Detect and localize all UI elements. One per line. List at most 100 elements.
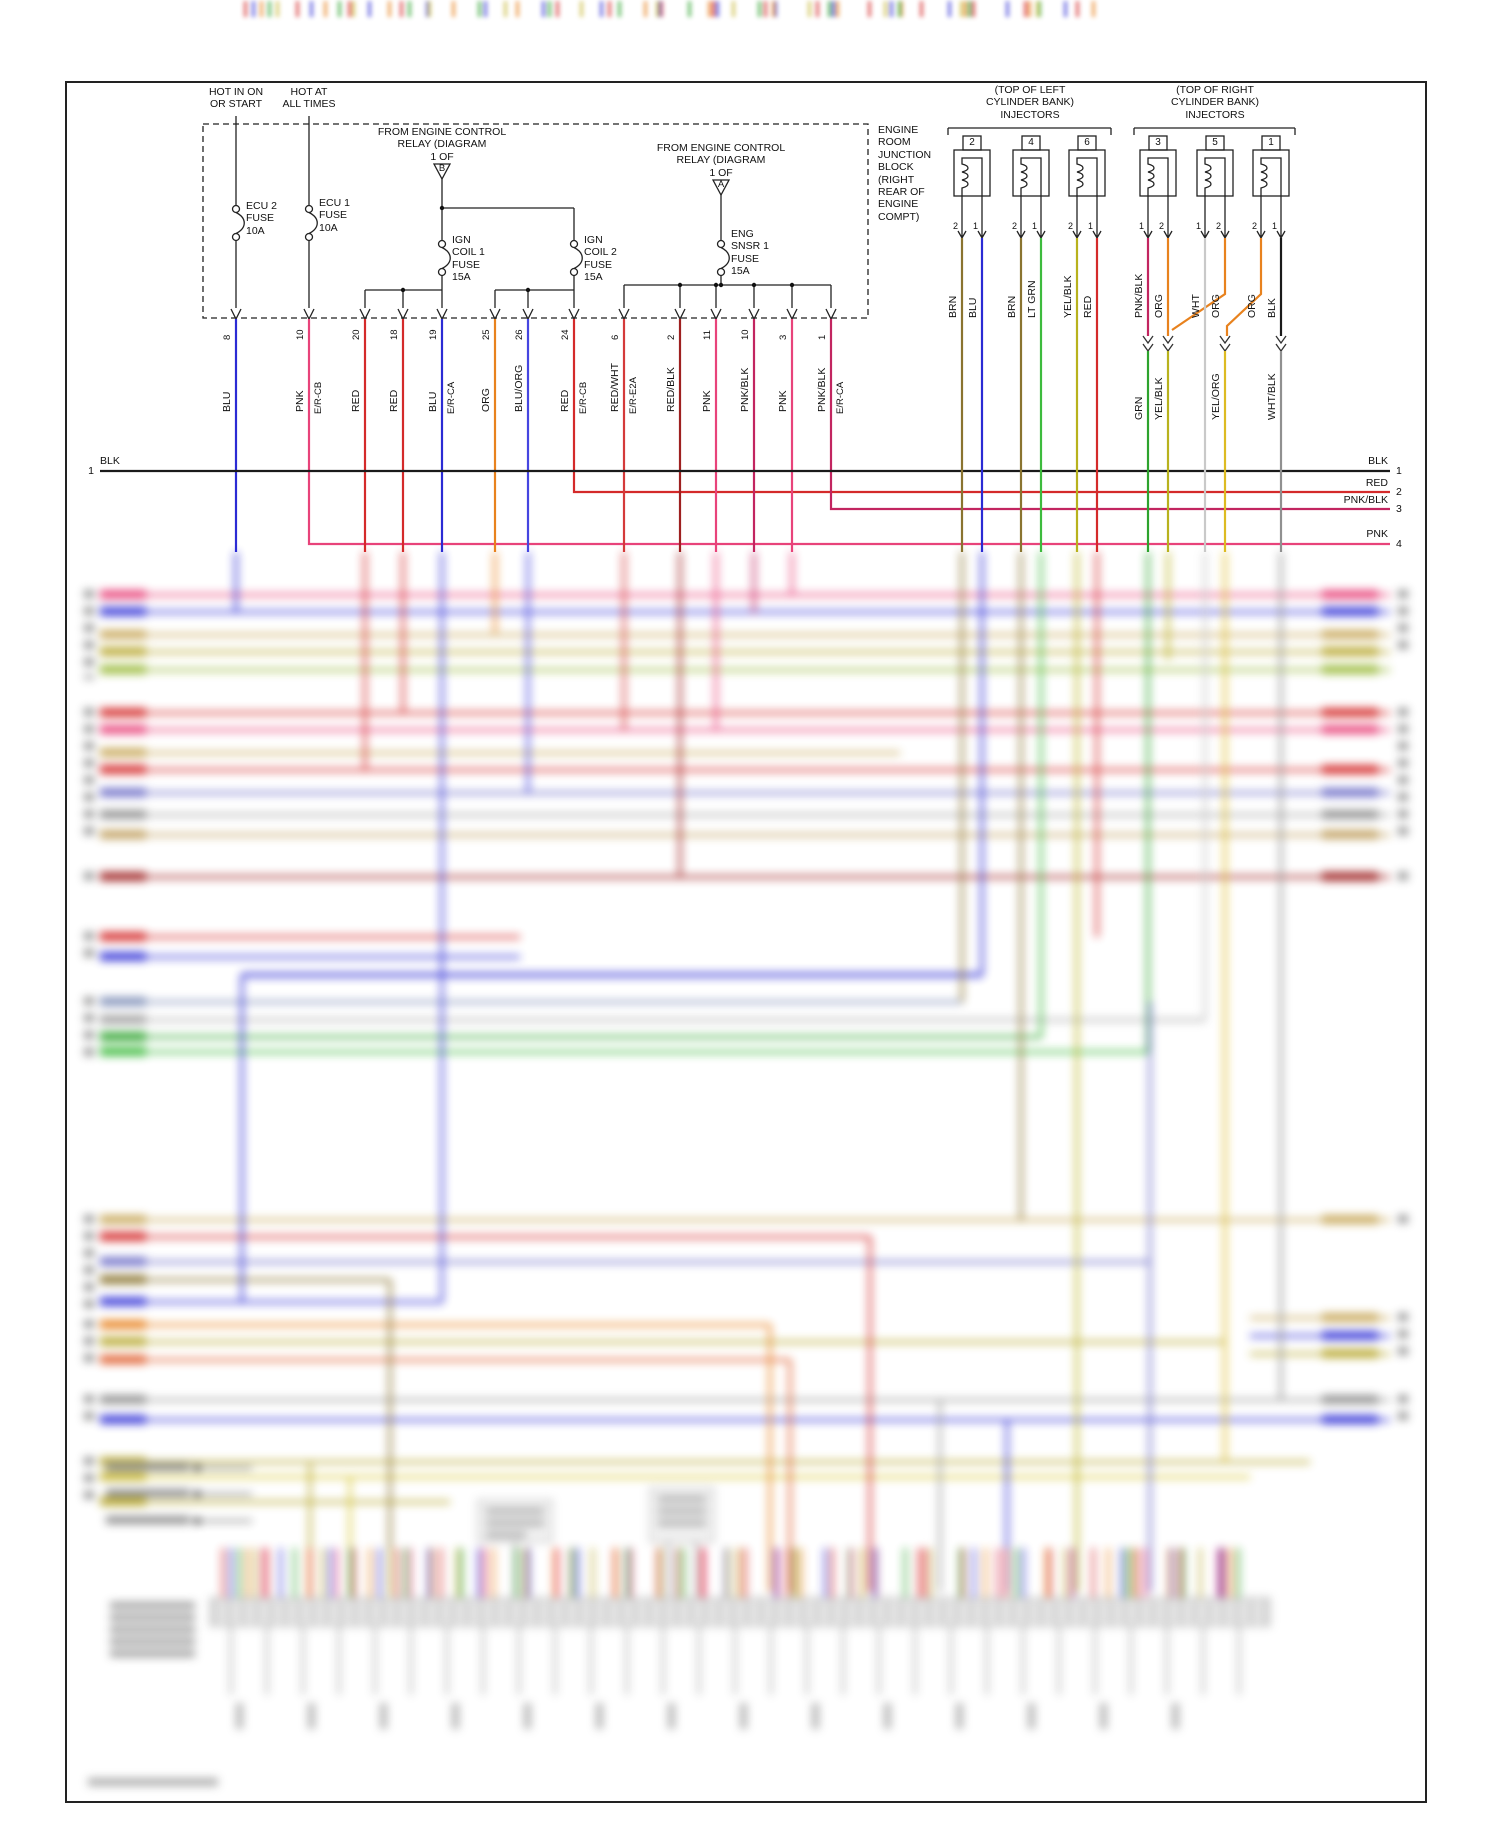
injector-wire-label: WHT: [1190, 294, 1202, 318]
wire-pin-label: 24: [560, 329, 571, 340]
injector-pin: 1: [1088, 221, 1094, 231]
injector-number: 5: [1212, 137, 1218, 148]
fuse-label-igncoil1: IGN COIL 1 FUSE 15A: [452, 234, 485, 284]
injector-pin: 2: [953, 221, 959, 231]
injector-wire-label: ORG: [1153, 294, 1165, 318]
wire-color-label: RED/WHT: [609, 363, 621, 412]
splice-wire-label: WHT/BLK: [1266, 373, 1278, 420]
blurred-small-modules: [477, 1487, 715, 1598]
diagram-border: [65, 81, 1427, 1803]
blurred-left-labels: [100, 590, 146, 1506]
ecm-connector-strip: [209, 1548, 1271, 1729]
wire-pin-label: 26: [514, 329, 525, 340]
wire-pin-label: 8: [222, 334, 233, 340]
injector-6: [1068, 135, 1106, 240]
injector-pin: 1: [1196, 221, 1202, 231]
injector-number: 3: [1155, 137, 1161, 148]
wire-color-label: ORG: [480, 388, 492, 412]
wire-color-label: BLU/ORG: [513, 364, 525, 412]
bus-label-right: BLK: [1368, 455, 1388, 467]
wire-color-label: RED: [559, 389, 571, 412]
wire-pin-label: 10: [740, 329, 751, 340]
injector-pin: 2: [1012, 221, 1018, 231]
bus-label-left: BLK: [100, 455, 120, 467]
relay-letter-a: A: [717, 179, 725, 190]
injector-pin: 2: [1068, 221, 1074, 231]
blurred-horizontal-wires: [112, 593, 1390, 1504]
injector-3: [1139, 135, 1177, 240]
junction-block-outline: [202, 123, 869, 319]
wire-pin-label: 20: [351, 329, 362, 340]
wire-pin-label: 6: [610, 334, 621, 340]
injector-wire-label: ORG: [1210, 294, 1222, 318]
wire-color-label: PNK/BLK: [816, 367, 828, 412]
wire-color-label: PNK: [777, 390, 789, 412]
junction-dots: [400, 205, 795, 293]
fuse-label-ecu2: ECU 2 FUSE 10A: [246, 200, 277, 237]
bus-label-right: PNK/BLK: [1343, 494, 1388, 506]
injector-pin: 1: [1032, 221, 1038, 231]
top-crop-strip-svg: [244, 1, 1100, 17]
injector-pin: 1: [973, 221, 979, 231]
injector-wire-label: LT GRN: [1026, 280, 1038, 318]
injector-symbols: [947, 127, 1296, 353]
injector-number: 4: [1028, 137, 1034, 148]
fuse-label-igncoil2: IGN COIL 2 FUSE 15A: [584, 234, 617, 284]
wire-pin-label: 18: [389, 329, 400, 340]
injector-wire-label: BLK: [1266, 298, 1278, 318]
splice-wire-label: YEL/ORG: [1210, 373, 1222, 420]
injector-pin: 1: [1139, 221, 1145, 231]
relay-caption-b: FROM ENGINE CONTROL RELAY (DIAGRAM 1 OF: [377, 126, 507, 163]
injector-wire-label: ORG: [1246, 294, 1258, 318]
bus-label-right: RED: [1365, 477, 1388, 489]
wire-color-label: BLU: [427, 391, 439, 412]
hot-label-2: HOT AT ALL TIMES: [282, 86, 336, 111]
bank-label-right: (TOP OF RIGHT CYLINDER BANK) INJECTORS: [1170, 84, 1260, 121]
relay-caption-a: FROM ENGINE CONTROL RELAY (DIAGRAM 1 OF: [656, 142, 786, 179]
wire-connector-code: E/R-CB: [313, 381, 324, 414]
wire-color-label: BLU: [221, 391, 233, 412]
wire-connector-code: E/R-E2A: [628, 377, 639, 414]
wire-pin-label: 11: [702, 330, 713, 340]
injector-number: 6: [1084, 137, 1090, 148]
junction-block-label: ENGINE ROOM JUNCTION BLOCK (RIGHT REAR O…: [878, 124, 932, 223]
wire-color-label: RED/BLK: [665, 367, 677, 412]
bus-num-right: 2: [1396, 486, 1402, 498]
injector-wire-label: PNK/BLK: [1133, 273, 1145, 318]
injector-number: 2: [969, 137, 975, 148]
wire-color-label: RED: [350, 389, 362, 412]
top-crop-strip: [0, 0, 1500, 30]
wire-pin-label: 2: [666, 334, 677, 340]
colored-wires: [100, 238, 1390, 552]
injector-1: [1252, 135, 1290, 240]
wire-connector-code: E/R-CA: [446, 381, 457, 414]
injector-wire-label: YEL/BLK: [1062, 275, 1074, 318]
splice-wire-label: GRN: [1133, 396, 1145, 420]
injector-wire-label: BLU: [967, 297, 979, 318]
injector-pin: 1: [1272, 221, 1278, 231]
blurred-right-labels: [1322, 590, 1378, 1424]
wire-pin-label: 19: [428, 329, 439, 340]
bus-label-right: PNK: [1366, 528, 1388, 540]
wire-pin-label: 1: [817, 334, 828, 340]
bank-brackets: [947, 127, 1296, 135]
bus-num-right: 1: [1396, 465, 1402, 477]
injector-5: [1196, 135, 1234, 240]
fuse-label-engsnsr1: ENG SNSR 1 FUSE 15A: [731, 228, 769, 278]
inline-connector-chevrons: [1142, 335, 1287, 353]
wire-color-label: PNK: [294, 390, 306, 412]
injector-4: [1012, 135, 1050, 240]
wire-pin-label: 25: [481, 329, 492, 340]
wire-connector-code: E/R-CB: [578, 381, 589, 414]
fuse-label-ecu1: ECU 1 FUSE 10A: [319, 197, 350, 234]
blurred-vertical-wires: [234, 552, 1283, 1592]
injector-wire-label: BRN: [947, 295, 959, 318]
injector-2: [953, 135, 991, 240]
wire-pin-label: 3: [778, 334, 789, 340]
hot-label-1: HOT IN ON OR START: [208, 86, 264, 111]
blurred-caption-text: [88, 1602, 218, 1786]
